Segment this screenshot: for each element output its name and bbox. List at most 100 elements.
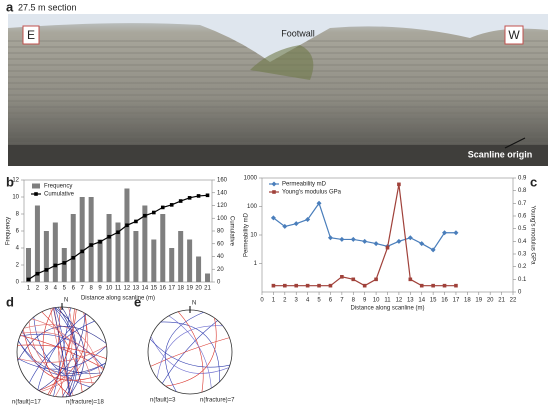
photo-annotation: Scanline origin bbox=[468, 149, 533, 159]
y-tick-label: 1000 bbox=[244, 176, 258, 182]
marker bbox=[431, 283, 435, 288]
marker bbox=[205, 193, 210, 198]
great-circle bbox=[31, 318, 93, 386]
x-tick-label: 6 bbox=[329, 298, 333, 304]
marker bbox=[80, 249, 84, 254]
bar bbox=[205, 273, 211, 282]
x-tick-label: 7 bbox=[81, 286, 85, 292]
great-circle bbox=[20, 331, 104, 371]
great-circle bbox=[165, 317, 217, 387]
legend-label: Young's modulus GPa bbox=[282, 190, 342, 196]
great-circle bbox=[53, 307, 71, 397]
legend-label: Frequency bbox=[44, 184, 72, 190]
bar bbox=[169, 248, 175, 282]
bar bbox=[25, 248, 31, 282]
marker bbox=[350, 236, 356, 242]
count-label: n(fracture)=18 bbox=[66, 400, 105, 406]
great-circle bbox=[17, 345, 107, 370]
bar bbox=[106, 214, 112, 282]
marker bbox=[293, 221, 299, 227]
x-tick-label: 12 bbox=[124, 286, 131, 292]
x-tick-label: 13 bbox=[133, 286, 140, 292]
marker bbox=[339, 236, 345, 242]
marker bbox=[396, 238, 402, 244]
marker bbox=[340, 275, 344, 279]
great-circle bbox=[37, 313, 87, 390]
x-tick-label: 12 bbox=[396, 298, 403, 304]
photo bbox=[8, 14, 548, 166]
y-tick-label: 2 bbox=[16, 263, 20, 269]
x-tick-label: 11 bbox=[384, 298, 391, 304]
north-label: N bbox=[192, 301, 196, 307]
y-tick-label: 4 bbox=[16, 246, 20, 252]
bar bbox=[43, 231, 49, 282]
y2-tick-label: 120 bbox=[217, 203, 228, 209]
panel-letter: c bbox=[530, 174, 537, 189]
marker bbox=[430, 247, 436, 253]
bar bbox=[160, 214, 166, 282]
x-tick-label: 5 bbox=[63, 286, 67, 292]
y-tick-label: 10 bbox=[12, 195, 19, 201]
great-circle bbox=[28, 321, 95, 383]
marker bbox=[272, 190, 276, 194]
bar bbox=[133, 231, 139, 282]
x-tick-label: 7 bbox=[340, 298, 344, 304]
bar bbox=[34, 205, 40, 282]
marker bbox=[397, 182, 401, 187]
marker bbox=[362, 238, 368, 244]
y2-tick-label: 0.8 bbox=[518, 188, 527, 194]
panel-letter: e bbox=[134, 294, 141, 309]
x-tick-label: 19 bbox=[475, 298, 482, 304]
marker bbox=[294, 283, 299, 288]
y2-tick-label: 160 bbox=[217, 178, 228, 184]
bar bbox=[115, 222, 121, 282]
great-circle bbox=[149, 338, 230, 368]
great-circle bbox=[50, 308, 74, 396]
great-circle bbox=[57, 307, 77, 397]
great-circle bbox=[33, 316, 91, 388]
x-tick-label: 22 bbox=[510, 298, 517, 304]
north-label: N bbox=[64, 298, 68, 304]
great-circle bbox=[156, 325, 223, 379]
marker bbox=[362, 283, 367, 288]
x-tick-label: 2 bbox=[36, 286, 40, 292]
x-tick-label: 11 bbox=[115, 286, 122, 292]
x-tick-label: 4 bbox=[306, 298, 310, 304]
direction-label: E bbox=[27, 28, 35, 42]
bar bbox=[151, 239, 157, 282]
bar bbox=[88, 197, 94, 282]
panel-letter: d bbox=[6, 294, 14, 309]
marker bbox=[305, 283, 310, 288]
bar bbox=[124, 188, 130, 282]
series-line bbox=[273, 184, 456, 287]
marker bbox=[328, 283, 333, 288]
bar bbox=[142, 205, 148, 282]
x-tick-label: 20 bbox=[487, 298, 494, 304]
x-tick-label: 10 bbox=[373, 298, 380, 304]
photo-annotation: Footwall bbox=[281, 28, 315, 38]
great-circle bbox=[20, 335, 104, 369]
x-tick-label: 1 bbox=[27, 286, 31, 292]
great-circle bbox=[17, 344, 107, 359]
y-axis-title: Frequency bbox=[6, 217, 12, 245]
marker bbox=[178, 199, 183, 203]
great-circle bbox=[42, 307, 71, 397]
great-circle bbox=[17, 345, 107, 363]
y2-tick-label: 80 bbox=[217, 229, 224, 235]
y-tick-label: 6 bbox=[16, 229, 20, 235]
bar bbox=[178, 231, 184, 282]
marker bbox=[26, 277, 31, 282]
y2-tick-label: 0.7 bbox=[518, 201, 527, 207]
marker bbox=[454, 283, 458, 288]
y2-tick-label: 0.5 bbox=[518, 226, 527, 232]
marker bbox=[271, 283, 276, 288]
x-tick-label: 18 bbox=[464, 298, 471, 304]
marker bbox=[327, 235, 333, 241]
y2-tick-label: 40 bbox=[217, 254, 224, 260]
x-tick-label: 21 bbox=[204, 286, 211, 292]
bar bbox=[196, 256, 202, 282]
x-tick-label: 3 bbox=[295, 298, 299, 304]
y-axis-title: Permeability mD bbox=[244, 212, 250, 257]
y2-tick-label: 0.1 bbox=[518, 277, 527, 283]
